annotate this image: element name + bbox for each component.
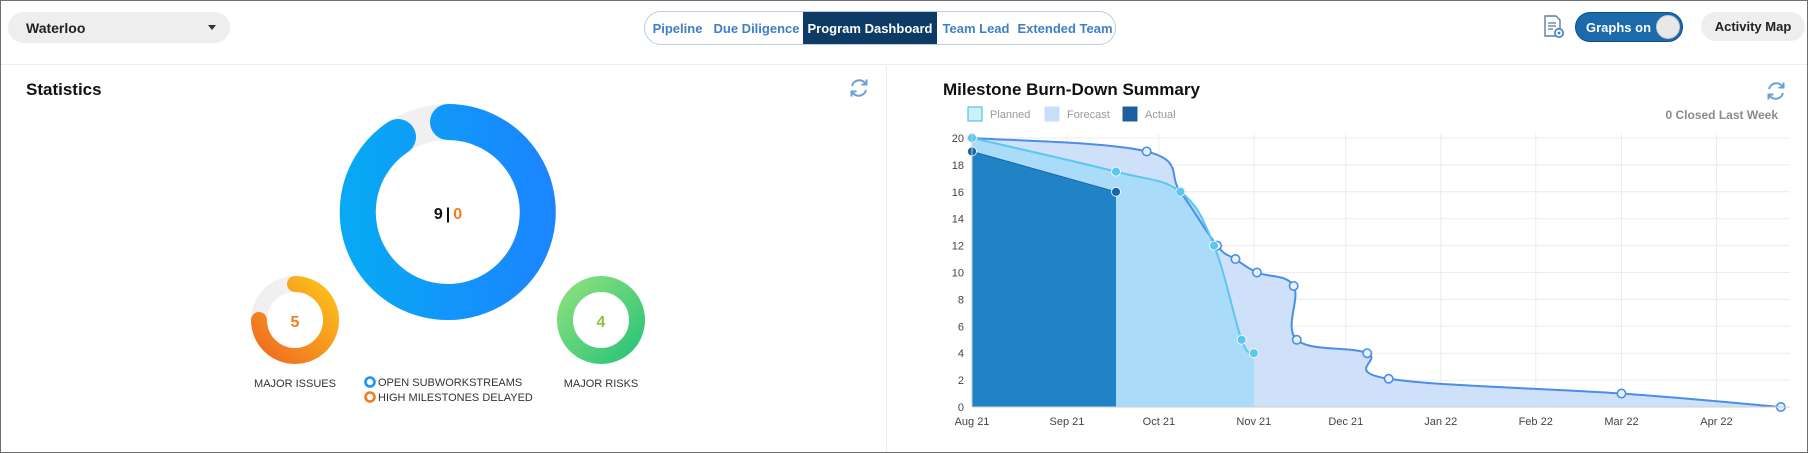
actual-legend-label: Actual: [1145, 109, 1176, 121]
x-tick-label: Aug 21: [955, 416, 990, 428]
graphs-toggle-label: Graphs on: [1586, 19, 1652, 35]
view-tabs: Pipeline Due Diligence Program Dashboard…: [644, 11, 1116, 45]
y-tick-label: 20: [952, 133, 964, 145]
actual-line: [971, 150, 1117, 193]
x-tick-label: Jan 22: [1424, 416, 1457, 428]
forecast-point: [1383, 373, 1394, 384]
actual-legend-swatch: [1122, 106, 1138, 122]
forecast-point: [1288, 280, 1299, 291]
planned-point: [1111, 166, 1121, 177]
forecast-point: [1291, 334, 1302, 345]
tab-program-dashboard[interactable]: Program Dashboard: [803, 12, 937, 44]
forecast-legend-label: Forecast: [1067, 109, 1110, 121]
y-tick-label: 4: [958, 348, 964, 360]
major-issues-arc: [251, 276, 339, 364]
tab-due-diligence[interactable]: Due Diligence: [713, 20, 800, 36]
forecast-point: [1616, 388, 1627, 399]
x-tick-label: Apr 22: [1700, 416, 1732, 428]
y-tick-label: 2: [958, 375, 964, 387]
x-tick-label: Mar 22: [1604, 416, 1638, 428]
tab-extended-team[interactable]: Extended Team: [1017, 20, 1113, 36]
open-subworkstreams-legend-label: OPEN SUBWORKSTREAMS: [378, 377, 522, 389]
actual-point: [1111, 186, 1121, 197]
forecast-point: [1230, 254, 1241, 265]
top-bar: Waterloo Pipeline Due Diligence Program …: [1, 1, 1807, 65]
x-tick-label: Nov 21: [1236, 416, 1271, 428]
y-tick-label: 18: [952, 160, 964, 172]
chart-areas: [972, 138, 1781, 407]
main-ring-value: 9 | 0: [434, 206, 462, 223]
tab-team-lead[interactable]: Team Lead: [942, 20, 1010, 36]
caret-down-icon: [208, 25, 216, 30]
tab-pipeline[interactable]: Pipeline: [652, 20, 703, 36]
chart-legend: Planned Forecast Actual: [967, 106, 1176, 122]
planned-point: [1175, 186, 1186, 197]
y-tick-label: 16: [952, 187, 964, 199]
document-gear-icon[interactable]: [1543, 15, 1565, 39]
refresh-icon[interactable]: [1765, 80, 1787, 102]
x-tick-label: Dec 21: [1328, 416, 1363, 428]
refresh-icon[interactable]: [848, 77, 870, 99]
planned-point: [1248, 348, 1259, 359]
major-risks-label: MAJOR RISKS: [564, 378, 639, 390]
actual-area: [972, 151, 1116, 407]
major-risks-ring: [557, 276, 645, 364]
forecast-point: [1141, 146, 1152, 157]
milestones-delayed-legend-label: HIGH MILESTONES DELAYED: [378, 392, 533, 404]
closed-last-week: 0 Closed Last Week: [1665, 108, 1779, 122]
forecast-point: [1362, 348, 1373, 359]
forecast-point: [1251, 267, 1262, 278]
x-tick-label: Oct 21: [1143, 416, 1175, 428]
planned-point: [1236, 334, 1247, 345]
panel-divider: [886, 66, 887, 452]
open-subworkstreams-arc: [339, 104, 556, 320]
y-tick-label: 8: [958, 294, 964, 306]
site-selector[interactable]: Waterloo: [8, 12, 230, 43]
milestones-delayed-legend-marker: [364, 391, 376, 403]
forecast-legend-swatch: [1044, 106, 1060, 122]
open-subworkstreams-legend-marker: [364, 376, 376, 388]
x-tick-label: Feb 22: [1519, 416, 1553, 428]
graphs-toggle[interactable]: Graphs on: [1575, 12, 1683, 42]
y-tick-label: 12: [952, 241, 964, 253]
y-tick-label: 6: [958, 321, 964, 333]
activity-map-button[interactable]: Activity Map: [1701, 12, 1805, 41]
planned-legend-swatch: [967, 106, 983, 122]
major-risks-value: 4: [597, 314, 606, 331]
major-issues-label: MAJOR ISSUES: [254, 378, 336, 390]
major-issues-value: 5: [291, 314, 300, 331]
toggle-knob: [1656, 15, 1680, 39]
statistics-title: Statistics: [26, 80, 102, 99]
planned-point: [1209, 240, 1219, 251]
burndown-title: Milestone Burn-Down Summary: [943, 80, 1200, 99]
x-tick-label: Sep 21: [1050, 416, 1085, 428]
chart-axes: 0 2 4 6 8 10 12 14 16 18 20 Aug 21 Sep 21 Oct 21 Nov 2…: [952, 133, 1790, 428]
statistics-graphic: 9 | 0 5 MAJOR ISSUES 4 MAJOR RISKS OPEN SU…: [251, 104, 645, 404]
site-selector-value: Waterloo: [26, 19, 86, 36]
planned-legend-label: Planned: [990, 109, 1030, 121]
y-tick-label: 14: [952, 214, 964, 226]
y-tick-label: 10: [952, 268, 964, 280]
y-tick-label: 0: [958, 402, 964, 414]
